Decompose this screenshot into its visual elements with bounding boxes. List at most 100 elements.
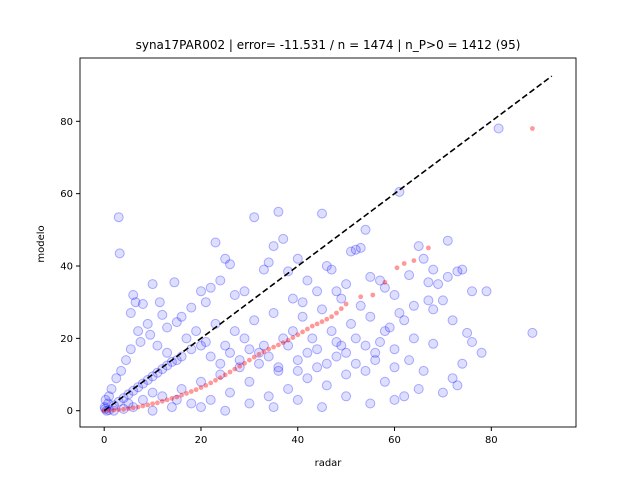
data-point (147, 371, 158, 382)
data-point (215, 275, 226, 286)
qq-point (305, 326, 310, 332)
data-point (350, 358, 361, 369)
data-point (355, 242, 366, 253)
data-point (135, 337, 146, 347)
data-point (437, 387, 448, 398)
data-point (360, 224, 371, 235)
data-point (258, 340, 269, 351)
reference-line (103, 75, 553, 412)
x-tick-label: 80 (485, 435, 498, 446)
data-point (142, 318, 153, 329)
data-point (123, 389, 134, 400)
data-point (229, 326, 240, 337)
data-point (365, 398, 376, 409)
qq-point (135, 404, 141, 410)
data-point (457, 358, 468, 369)
data-point (171, 394, 182, 405)
data-point (137, 394, 148, 405)
data-point (467, 337, 477, 347)
data-point (229, 290, 240, 300)
data-point (210, 237, 221, 248)
data-point (225, 387, 235, 398)
data-point (254, 347, 264, 358)
data-point (220, 340, 231, 351)
data-point (111, 373, 122, 384)
data-point (106, 384, 117, 394)
data-point (375, 337, 385, 347)
data-point (389, 344, 400, 355)
data-point (176, 351, 187, 362)
qq-point (401, 261, 407, 266)
data-point (336, 293, 347, 304)
data-point (215, 358, 226, 369)
data-point (346, 318, 356, 329)
data-point (133, 382, 144, 393)
data-point (447, 373, 458, 384)
qq-point (227, 369, 233, 375)
data-point (263, 257, 274, 268)
data-point (365, 271, 376, 282)
qq-point (324, 316, 330, 322)
data-point (258, 264, 269, 275)
x-tick-label: 40 (291, 435, 304, 446)
data-point (100, 394, 111, 405)
data-point (239, 286, 250, 297)
data-point (302, 347, 313, 358)
data-point (423, 277, 434, 288)
data-point (196, 340, 206, 351)
qq-point (276, 342, 281, 348)
data-point (365, 311, 376, 322)
data-point (433, 279, 444, 290)
qq-point (145, 402, 151, 408)
qq-point (343, 301, 349, 307)
y-tick-label: 40 (60, 262, 73, 273)
data-point (379, 376, 390, 387)
qq-point (247, 357, 252, 363)
data-point (292, 355, 303, 366)
qq-point (329, 314, 334, 320)
data-point (147, 387, 158, 398)
data-point (312, 344, 323, 355)
data-point (166, 402, 177, 413)
data-point (196, 376, 206, 387)
data-point (413, 384, 424, 394)
data-point (121, 355, 131, 366)
data-point (169, 277, 180, 288)
data-point (157, 309, 168, 320)
qq-point (319, 319, 325, 325)
qq-point (193, 387, 199, 393)
data-point (370, 355, 381, 366)
data-point (321, 261, 332, 271)
y-tick-label: 60 (60, 189, 73, 200)
axes-frame (79, 57, 577, 428)
data-point (452, 266, 463, 277)
data-point (205, 282, 216, 293)
data-point (355, 300, 366, 311)
qq-point (251, 354, 257, 360)
qq-point (106, 408, 112, 413)
data-point (147, 405, 158, 416)
data-point (263, 391, 274, 402)
data-point (384, 322, 395, 333)
y-tick-label: 0 (67, 406, 73, 417)
qq-point (334, 310, 339, 316)
data-point (116, 365, 127, 376)
y-axis: 0 20 40 60 80 (60, 117, 80, 417)
qq-point (290, 335, 296, 340)
data-point (145, 329, 156, 340)
data-point (493, 123, 504, 134)
qq-point (198, 385, 204, 390)
data-point (154, 297, 165, 308)
data-point (336, 340, 347, 351)
data-point (200, 337, 211, 347)
qq-point (130, 405, 136, 411)
data-point (283, 266, 294, 277)
data-point (128, 290, 139, 300)
data-point (302, 275, 313, 286)
data-point (104, 391, 114, 402)
data-point (360, 365, 371, 376)
data-point (399, 315, 410, 326)
data-point (118, 403, 129, 414)
data-point (268, 402, 279, 413)
